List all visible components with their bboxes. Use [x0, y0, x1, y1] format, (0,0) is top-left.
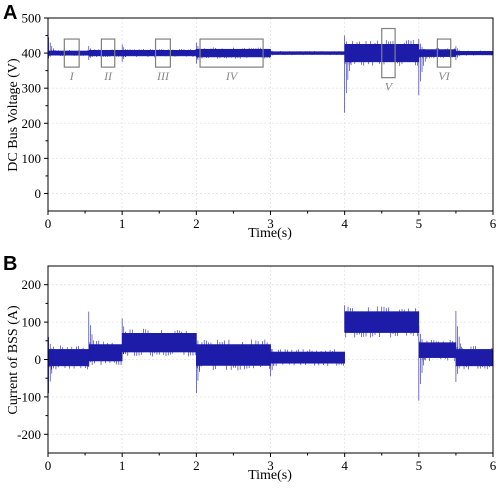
x-tick-label: 3	[267, 216, 274, 231]
annotation-box	[199, 38, 264, 68]
x-tick-label: 4	[341, 458, 348, 473]
x-tick-label: 1	[119, 458, 126, 473]
panel-a-letter: A	[3, 2, 17, 24]
y-tick-label: 100	[22, 151, 42, 166]
annotation-label: VI	[438, 69, 450, 83]
x-tick-label: 5	[416, 458, 423, 473]
y-tick-label: 500	[22, 11, 42, 26]
signal-band	[121, 49, 197, 57]
signal-band	[455, 349, 494, 367]
panel-b-x-axis-label: Time(s)	[248, 468, 292, 483]
panel-a-y-axis-label: DC Bus Voltage (V)	[6, 58, 21, 172]
signal-band	[121, 333, 197, 353]
signal-band	[344, 311, 420, 333]
signal-band	[196, 48, 271, 58]
x-tick-label: 0	[45, 458, 52, 473]
signal-band	[455, 51, 494, 56]
annotation-label: IV	[225, 69, 239, 83]
y-tick-label: 200	[22, 277, 42, 292]
x-tick-label: 4	[341, 216, 348, 231]
panel-b-letter: B	[3, 253, 17, 275]
y-tick-label: 0	[35, 352, 42, 367]
y-tick-label: -200	[17, 427, 41, 442]
signal-band	[270, 351, 345, 364]
annotation-label: III	[156, 69, 170, 83]
panel-b-current: B 0 1 2 3 4 5 6 -200 -100 0 100 200 Time(s) Current…	[3, 253, 497, 483]
y-tick-label: 0	[35, 186, 42, 201]
y-tick-label: 300	[22, 81, 42, 96]
annotation-box	[63, 38, 80, 68]
x-tick-label: 6	[490, 458, 497, 473]
annotation-box	[154, 38, 171, 68]
annotation-label: V	[385, 80, 394, 94]
panel-a-ticks: 0 1 2 3 4 5 6 0 100 200 300 400 500	[22, 11, 497, 232]
annotation-box	[381, 27, 396, 79]
y-tick-label: 400	[22, 46, 42, 61]
x-tick-label: 3	[267, 458, 274, 473]
y-tick-label: 100	[22, 315, 42, 330]
x-tick-label: 5	[416, 216, 423, 231]
annotation-label: I	[69, 69, 75, 83]
x-tick-label: 2	[193, 216, 200, 231]
signal-band	[47, 50, 90, 56]
y-tick-label: -100	[17, 389, 41, 404]
annotation-box	[436, 38, 452, 68]
signal-band	[270, 51, 345, 55]
signal-band	[196, 344, 271, 366]
x-tick-label: 6	[490, 216, 497, 231]
x-tick-label: 0	[45, 216, 52, 231]
annotation-label: II	[103, 69, 113, 83]
annotation-box	[100, 38, 116, 68]
y-tick-label: 200	[22, 116, 42, 131]
panel-a-x-axis-label: Time(s)	[248, 226, 292, 241]
signal-band	[418, 342, 457, 358]
signal-band	[47, 349, 90, 367]
panel-b-ticks: 0 1 2 3 4 5 6 -200 -100 0 100 200	[17, 277, 497, 473]
panel-b-signal	[47, 305, 494, 401]
x-tick-label: 2	[193, 458, 200, 473]
panel-b-y-axis-label: Current of BSS (A)	[6, 305, 21, 415]
x-tick-label: 1	[119, 216, 126, 231]
